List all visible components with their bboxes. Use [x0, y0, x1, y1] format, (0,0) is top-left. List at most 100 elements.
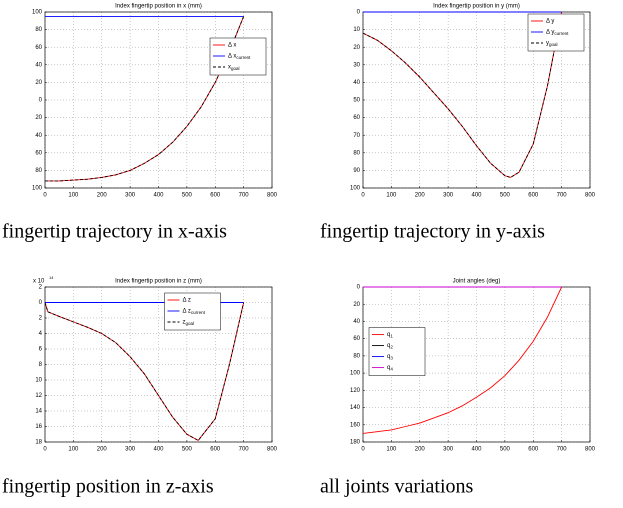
x-tick-label: 400: [153, 447, 164, 453]
y-tick-label: 0: [39, 300, 43, 306]
x-tick-label: 100: [386, 447, 397, 453]
x-tick-label: 100: [68, 193, 79, 199]
y-tick-label: 100: [32, 186, 43, 192]
legend-subscript: goal: [231, 66, 240, 71]
x-tick-label: 100: [386, 193, 397, 199]
x-tick-label: 500: [182, 193, 193, 199]
y-tick-label: 40: [35, 133, 42, 139]
legend-subscript: 4: [390, 367, 393, 372]
caption: fingertip position in z-axis: [2, 476, 214, 498]
legend-label: Δ x: [228, 43, 236, 49]
x-tick-label: 200: [97, 447, 108, 453]
x-tick-label: 600: [210, 193, 221, 199]
legend-label: q2: [387, 343, 393, 350]
x-tick-label: 800: [585, 447, 596, 453]
y-tick-label: 100: [350, 186, 361, 192]
y-tick-label: 14: [35, 409, 42, 415]
x-tick-label: 600: [528, 447, 539, 453]
chart-title: Index fingertip position in x (mm): [115, 4, 202, 10]
x-tick-label: 700: [557, 447, 568, 453]
x-tick-label: 800: [267, 193, 278, 199]
y-tick-label: 18: [35, 440, 42, 446]
x-tick-label: 200: [415, 193, 426, 199]
y-tick-label: 60: [353, 336, 360, 342]
x-tick-label: 500: [182, 447, 193, 453]
x-tick-label: 300: [443, 447, 454, 453]
y-tick-label: 100: [32, 10, 43, 16]
y-exponent: 14: [49, 275, 54, 280]
caption: fingertip trajectory in y-axis: [320, 221, 545, 243]
x-tick-label: 300: [125, 193, 136, 199]
legend-label: q4: [387, 365, 393, 372]
legend-subscript: goal: [186, 321, 195, 326]
x-tick-label: 0: [361, 447, 365, 453]
x-tick-label: 600: [210, 447, 221, 453]
y-tick-label: 10: [353, 27, 360, 33]
series-line: [45, 16, 245, 182]
legend-subscript: 1: [390, 334, 393, 339]
y-tick-label: 80: [35, 27, 42, 33]
legend-box: [164, 292, 221, 331]
x-tick-label: 0: [361, 193, 365, 199]
legend-label: Δ zcurrent: [183, 309, 206, 316]
legend-subscript: 2: [390, 345, 393, 350]
x-tick-label: 500: [500, 193, 511, 199]
y-tick-label: 40: [353, 319, 360, 325]
x-tick-label: 200: [97, 193, 108, 199]
legend-label: q3: [387, 354, 393, 361]
x-tick-label: 0: [43, 193, 47, 199]
x-tick-label: 100: [68, 447, 79, 453]
x-tick-label: 800: [585, 193, 596, 199]
y-tick-label: 2: [39, 285, 43, 291]
x-tick-label: 400: [471, 193, 482, 199]
x-tick-label: 500: [500, 447, 511, 453]
y-tick-label: 20: [353, 302, 360, 308]
legend-subscript: current: [554, 31, 569, 36]
x-tick-label: 800: [267, 447, 278, 453]
y-tick-label: 20: [353, 45, 360, 51]
y-multiplier: x 10: [33, 279, 45, 285]
chart-title: Joint angles (deg): [453, 279, 501, 285]
y-tick-label: 0: [39, 98, 43, 104]
x-tick-label: 700: [239, 447, 250, 453]
legend-label: ygoal: [546, 41, 558, 48]
y-tick-label: 160: [350, 422, 361, 428]
legend-label: Δ z: [183, 298, 191, 304]
x-tick-label: 400: [153, 193, 164, 199]
legend-subscript: current: [236, 55, 251, 60]
y-tick-label: 70: [353, 133, 360, 139]
legend-subscript: goal: [549, 42, 558, 47]
y-tick-label: 80: [353, 150, 360, 156]
y-tick-label: 80: [353, 353, 360, 359]
y-tick-label: 100: [350, 371, 361, 377]
plot-frame: [44, 286, 273, 443]
x-tick-label: 0: [43, 447, 47, 453]
legend-label: Δ ycurrent: [546, 30, 569, 37]
y-tick-label: 90: [353, 168, 360, 174]
y-tick-label: 0: [357, 285, 361, 291]
y-tick-label: 20: [35, 115, 42, 121]
chart-title: Index fingertip position in y (mm): [433, 4, 520, 10]
y-tick-label: 40: [35, 62, 42, 68]
legend-label: Δ y: [546, 19, 554, 25]
legend-label: zgoal: [183, 320, 195, 327]
x-tick-label: 700: [557, 193, 568, 199]
y-tick-label: 16: [35, 424, 42, 430]
caption: fingertip trajectory in x-axis: [2, 221, 227, 243]
chart-title: Index fingertip position in z (mm): [115, 279, 202, 285]
x-tick-label: 300: [125, 447, 136, 453]
y-tick-label: 50: [353, 98, 360, 104]
y-tick-label: 0: [357, 10, 361, 16]
series-line: [362, 286, 563, 434]
y-tick-label: 6: [39, 347, 43, 353]
legend-box: [209, 37, 267, 76]
y-tick-label: 140: [350, 405, 361, 411]
y-tick-label: 4: [39, 331, 43, 337]
x-tick-label: 200: [415, 447, 426, 453]
legend-label: Δ xcurrent: [228, 54, 251, 61]
x-tick-label: 700: [239, 193, 250, 199]
y-tick-label: 40: [353, 80, 360, 86]
series-line: [362, 11, 563, 178]
x-tick-label: 600: [528, 193, 539, 199]
